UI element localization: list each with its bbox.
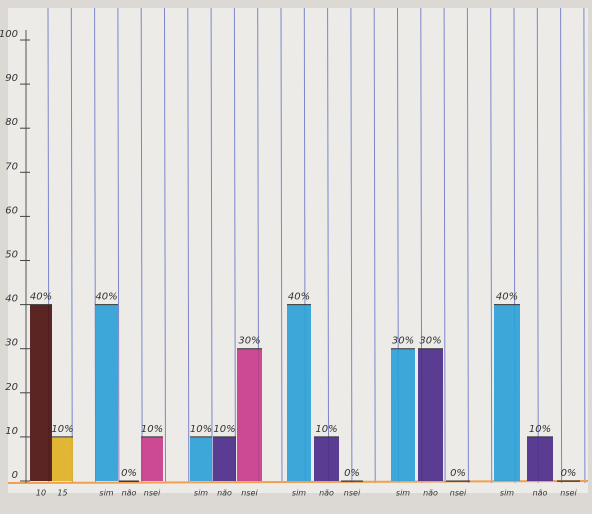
- value-label: 40%: [496, 292, 518, 303]
- value-label: 10%: [190, 424, 212, 435]
- bar: [190, 436, 212, 481]
- value-label: 0%: [121, 468, 137, 479]
- bar: [314, 436, 339, 481]
- y-tick-label: 0: [12, 470, 18, 481]
- y-tick-label: 60: [5, 205, 18, 216]
- bar: [494, 304, 520, 481]
- x-tick-label: sim: [292, 489, 306, 498]
- bar: [52, 436, 73, 481]
- y-tick-label: 90: [5, 73, 18, 84]
- paper-line: [373, 7, 376, 484]
- baseline: [7, 480, 589, 484]
- x-tick-label: sim: [194, 489, 208, 498]
- y-tick-label: 70: [5, 161, 18, 172]
- value-label: 30%: [392, 336, 414, 347]
- bar: [287, 304, 311, 481]
- y-tick-label: 10: [5, 426, 18, 437]
- paper-line: [187, 7, 190, 484]
- y-tick-label: 20: [5, 382, 18, 393]
- paper-line: [490, 7, 493, 484]
- value-label: 0%: [344, 468, 360, 479]
- value-label: 10%: [141, 424, 163, 435]
- value-label: 40%: [95, 292, 117, 303]
- value-label: 10%: [51, 424, 73, 435]
- x-tick-label: nsei: [344, 489, 361, 498]
- value-label: 10%: [529, 424, 551, 435]
- value-label: 10%: [213, 424, 235, 435]
- paper-line: [70, 7, 73, 484]
- bar: [95, 304, 118, 481]
- x-tick-label: não: [319, 489, 334, 498]
- y-tick-label: 100: [0, 29, 18, 40]
- value-label: 0%: [561, 468, 577, 479]
- paper-line: [140, 7, 143, 484]
- x-tick-label: 10: [36, 489, 46, 498]
- value-label: 40%: [288, 292, 310, 303]
- paper-line: [443, 7, 446, 484]
- x-tick-label: nsei: [144, 489, 161, 498]
- bar: [237, 348, 262, 481]
- value-label: 10%: [315, 424, 337, 435]
- bar: [418, 348, 443, 481]
- value-label: 30%: [238, 336, 260, 347]
- x-tick-label: não: [217, 489, 232, 498]
- value-label: 40%: [30, 292, 52, 303]
- y-tick-label: 40: [5, 294, 18, 305]
- y-tick-label: 80: [5, 117, 18, 128]
- bar: [213, 436, 236, 481]
- y-tick-label: 30: [5, 338, 18, 349]
- bar: [527, 436, 553, 481]
- x-tick-label: nsei: [241, 489, 258, 498]
- bar: [391, 348, 415, 481]
- paper-line: [350, 7, 353, 484]
- bar: [30, 304, 52, 481]
- x-tick-label: nsei: [560, 489, 577, 498]
- paper-line: [466, 7, 469, 484]
- paper-line: [117, 7, 120, 484]
- paper-line: [327, 7, 330, 484]
- paper-line: [233, 7, 236, 484]
- x-tick-label: não: [122, 489, 137, 498]
- paper-line: [583, 7, 586, 484]
- x-tick-label: sim: [396, 489, 410, 498]
- paper-line: [280, 7, 283, 484]
- y-tick-label: 50: [5, 250, 18, 261]
- x-tick-label: sim: [500, 489, 514, 498]
- paper-line: [210, 7, 213, 484]
- x-tick-label: 15: [57, 489, 67, 498]
- paper-line: [560, 7, 563, 484]
- paper-line: [164, 7, 166, 484]
- x-tick-label: nsei: [450, 489, 467, 498]
- bar: [141, 436, 163, 481]
- paper-line: [536, 7, 539, 484]
- x-tick-label: não: [423, 489, 438, 498]
- x-tick-label: sim: [99, 489, 113, 498]
- value-label: 0%: [450, 468, 466, 479]
- x-tick-label: não: [533, 489, 548, 498]
- value-label: 30%: [419, 336, 441, 347]
